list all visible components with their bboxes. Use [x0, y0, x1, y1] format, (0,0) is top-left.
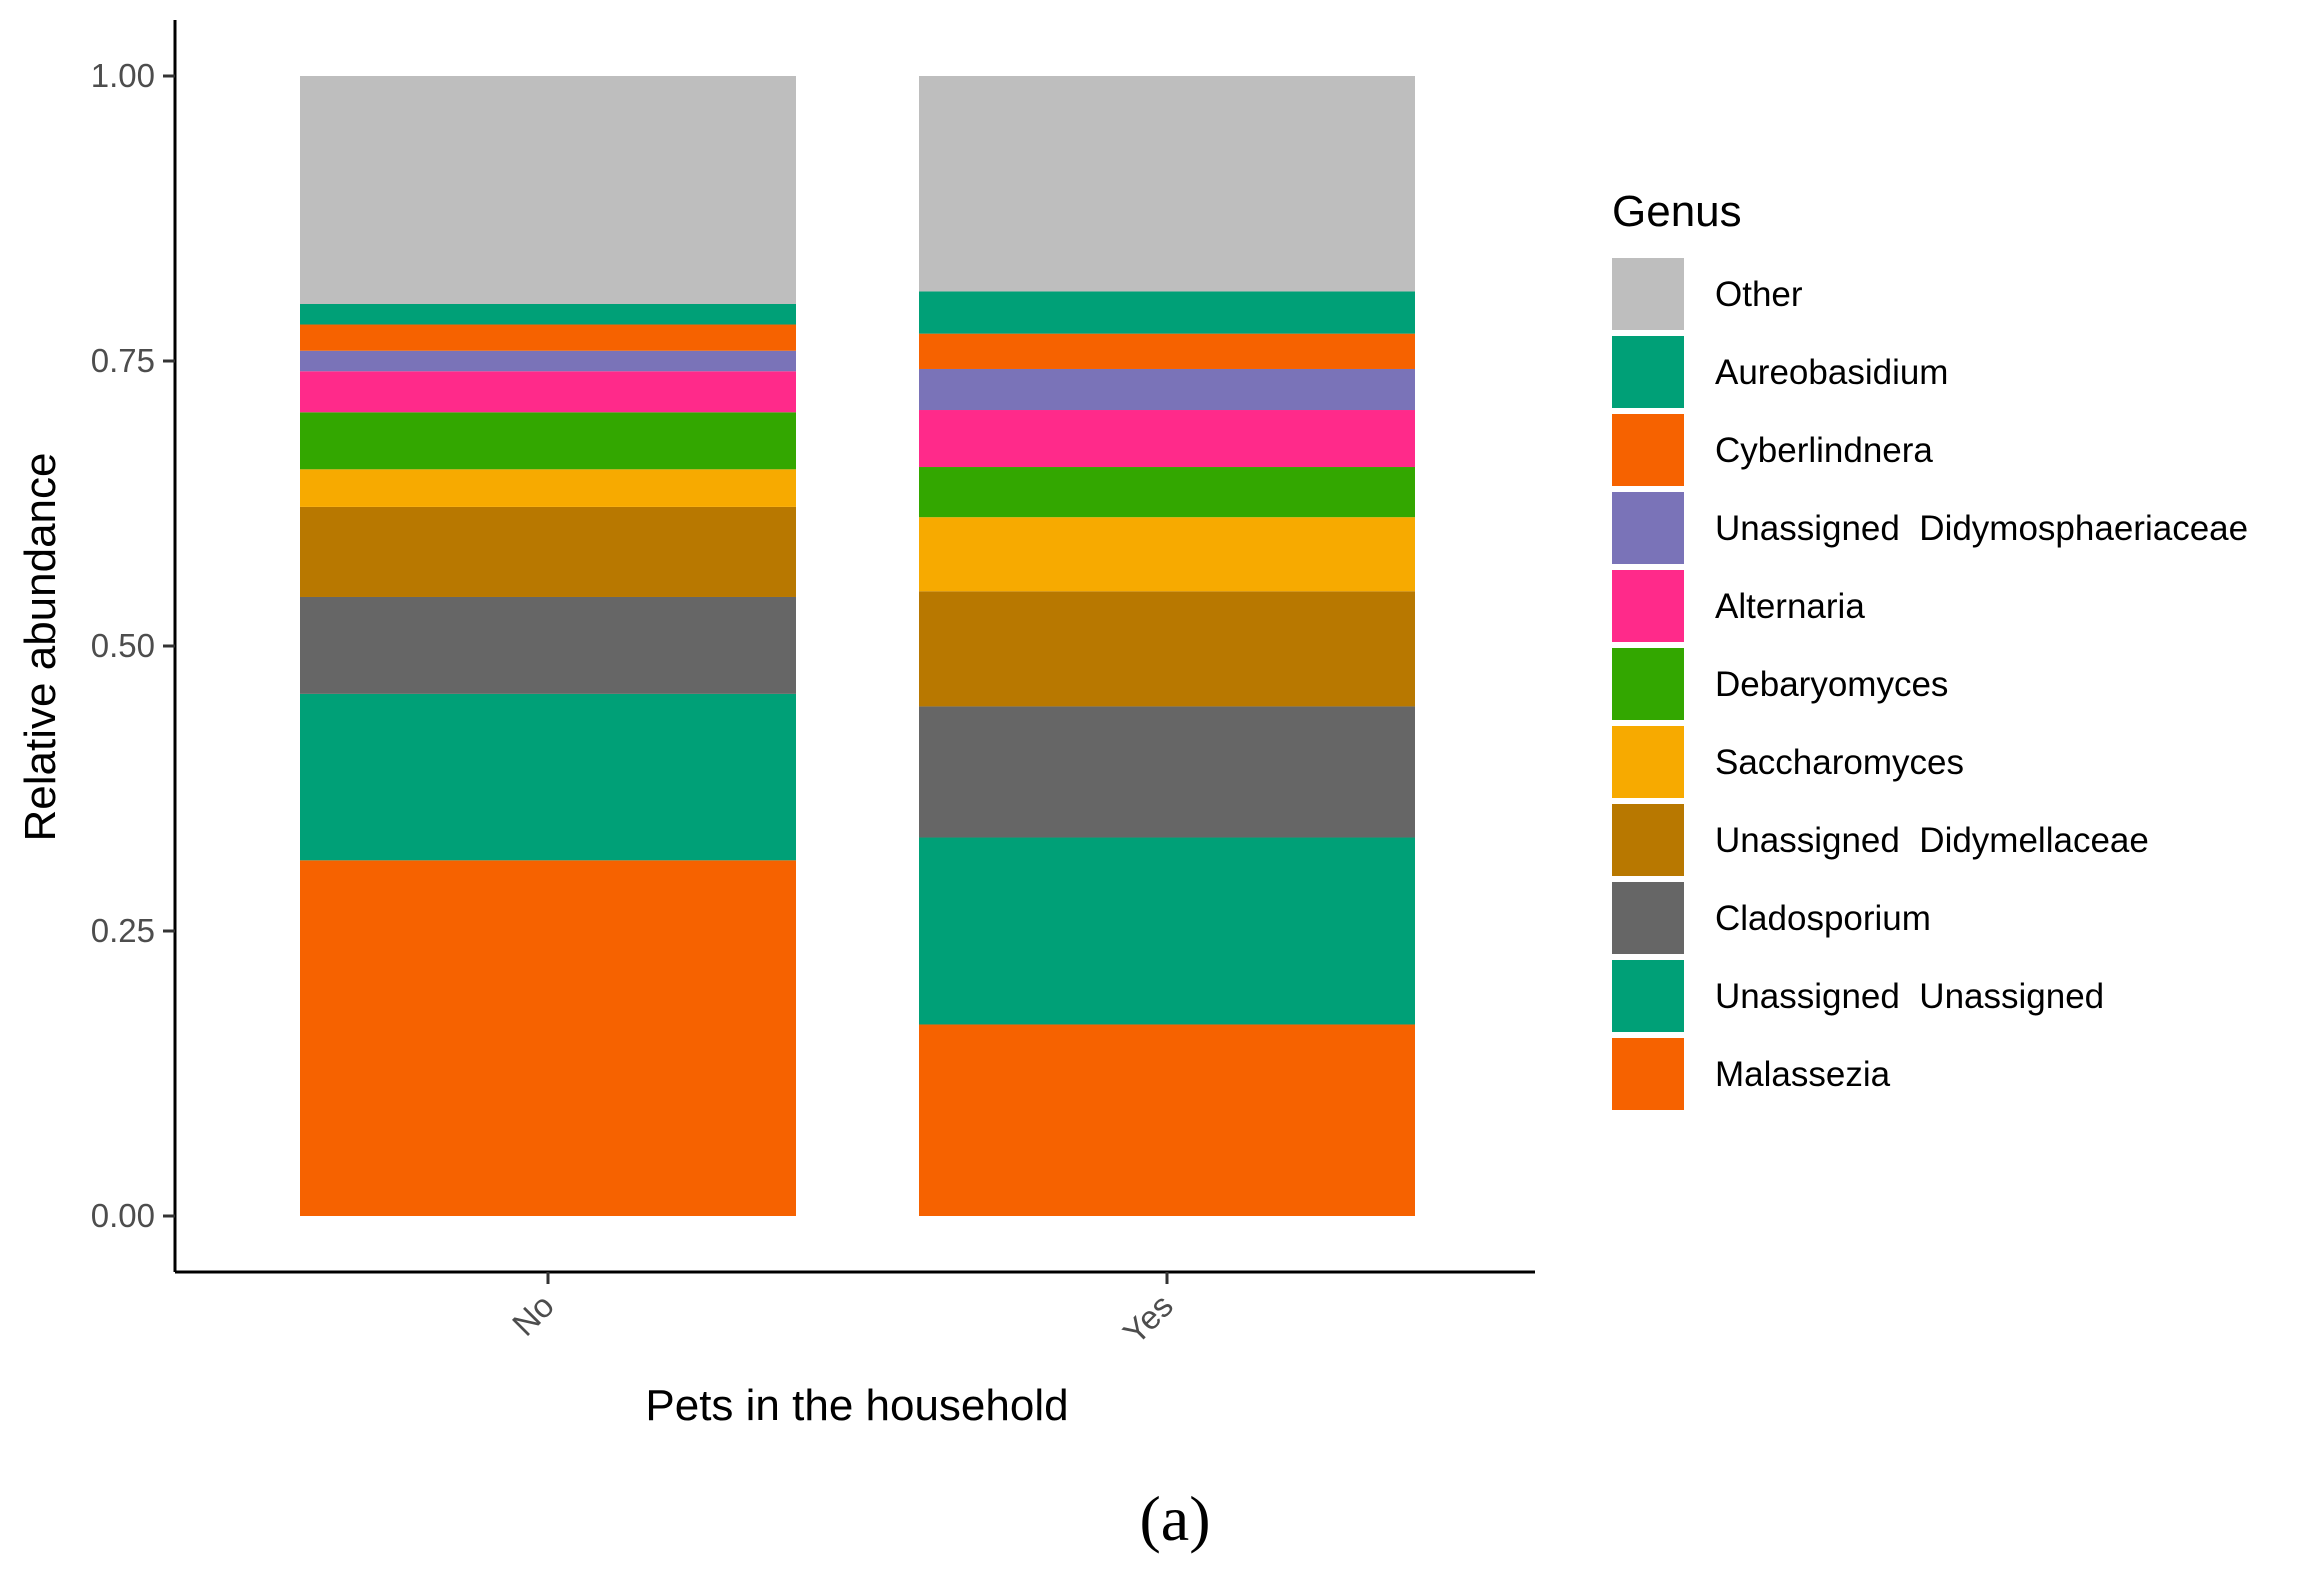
x-axis-title: Pets in the household	[645, 1381, 1068, 1430]
legend-label: Unassigned Unassigned	[1715, 977, 2104, 1016]
legend-label: Malassezia	[1715, 1055, 1891, 1094]
y-tick-label: 1.00	[91, 57, 155, 94]
legend-label: Debaryomyces	[1715, 665, 1948, 704]
bar-segment-no-0	[300, 860, 796, 1216]
bar-segment-yes-7	[919, 368, 1415, 411]
bar-segment-yes-6	[919, 410, 1415, 468]
legend-key	[1612, 570, 1684, 642]
legend-label: Aureobasidium	[1715, 353, 1948, 392]
x-tick-label: No	[505, 1287, 561, 1343]
legend-key	[1612, 336, 1684, 408]
legend-label: Other	[1715, 275, 1803, 314]
legend-key	[1612, 414, 1684, 486]
legend: Other Aureobasidium Cyberlindnera Unassigne…	[1612, 258, 2248, 1110]
y-tick-label: 0.75	[91, 342, 155, 379]
bar-segment-yes-5	[919, 467, 1415, 518]
bar-segment-yes-8	[919, 333, 1415, 369]
legend-key	[1612, 960, 1684, 1032]
legend-key	[1612, 492, 1684, 564]
bar-segment-no-7	[300, 350, 796, 372]
bar-segment-yes-9	[919, 291, 1415, 334]
legend-label: Alternaria	[1715, 587, 1865, 626]
bar-segment-no-6	[300, 371, 796, 413]
legend-key	[1612, 726, 1684, 798]
legend-label: Cyberlindnera	[1715, 431, 1933, 470]
bar-segment-yes-10	[919, 76, 1415, 292]
panel-label: (a)	[1139, 1483, 1210, 1554]
legend-label: Unassigned Didymellaceae	[1715, 821, 2149, 860]
bar-segment-yes-0	[919, 1024, 1415, 1216]
y-tick-label: 0.50	[91, 627, 155, 664]
y-tick-label: 0.25	[91, 912, 155, 949]
legend-title: Genus	[1612, 187, 1742, 236]
bar-segment-yes-4	[919, 517, 1415, 592]
bar-segment-no-1	[300, 693, 796, 861]
y-axis-title: Relative abundance	[16, 453, 65, 842]
bar-segment-no-3	[300, 506, 796, 597]
legend-label: Unassigned Didymosphaeriaceae	[1715, 509, 2248, 548]
bar-segment-yes-3	[919, 591, 1415, 707]
legend-key	[1612, 882, 1684, 954]
axes-group: 0.00 0.25 0.50 0.75 1.00 No Yes	[91, 20, 1535, 1351]
legend-key	[1612, 1038, 1684, 1110]
x-tick-label: Yes	[1116, 1287, 1180, 1351]
legend-key	[1612, 648, 1684, 720]
bars-group	[300, 76, 1415, 1216]
bar-segment-no-2	[300, 596, 796, 694]
bar-segment-yes-2	[919, 706, 1415, 838]
legend-key	[1612, 804, 1684, 876]
bar-segment-no-8	[300, 324, 796, 351]
bar-segment-no-5	[300, 412, 796, 470]
legend-key	[1612, 258, 1684, 330]
bar-segment-no-4	[300, 469, 796, 507]
bar-segment-no-9	[300, 304, 796, 325]
y-tick-label: 0.00	[91, 1197, 155, 1234]
legend-label: Cladosporium	[1715, 899, 1931, 938]
bar-segment-yes-1	[919, 837, 1415, 1025]
bar-segment-no-10	[300, 76, 796, 304]
legend-label: Saccharomyces	[1715, 743, 1964, 782]
